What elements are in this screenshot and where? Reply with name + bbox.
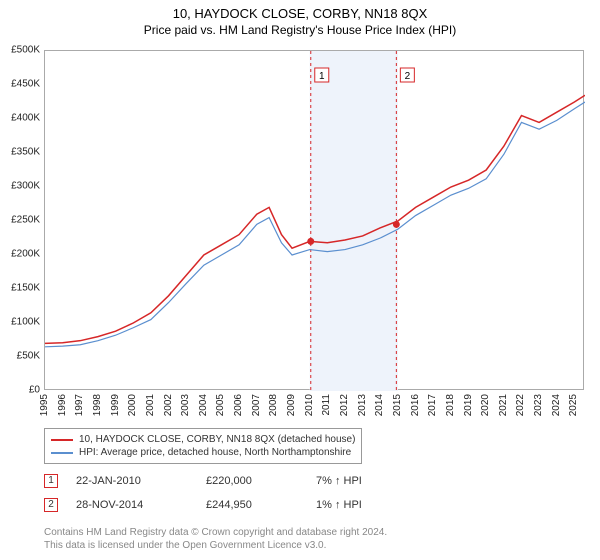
x-tick-label: 2023 xyxy=(533,394,544,416)
x-tick-label: 1998 xyxy=(92,394,103,416)
svg-text:1: 1 xyxy=(319,71,325,82)
x-tick-label: 2009 xyxy=(286,394,297,416)
x-tick-label: 2006 xyxy=(233,394,244,416)
y-tick-label: £400K xyxy=(11,113,40,124)
x-tick-label: 2019 xyxy=(463,394,474,416)
x-tick-label: 1999 xyxy=(110,394,121,416)
legend-item-1: 10, HAYDOCK CLOSE, CORBY, NN18 8QX (deta… xyxy=(51,433,355,446)
x-tick-label: 1996 xyxy=(57,394,68,416)
x-tick-label: 2000 xyxy=(127,394,138,416)
chart-plot-area: 12 xyxy=(44,50,584,390)
sale-row-1: 1 22-JAN-2010 £220,000 7% ↑ HPI xyxy=(44,474,362,488)
legend-swatch-2 xyxy=(51,452,73,454)
footer-line-2: This data is licensed under the Open Gov… xyxy=(44,539,387,552)
legend-swatch-1 xyxy=(51,439,73,441)
y-tick-label: £300K xyxy=(11,181,40,192)
y-tick-label: £150K xyxy=(11,283,40,294)
footer-attribution: Contains HM Land Registry data © Crown c… xyxy=(44,526,387,552)
x-tick-label: 2016 xyxy=(410,394,421,416)
y-tick-label: £450K xyxy=(11,79,40,90)
x-tick-label: 2025 xyxy=(568,394,579,416)
legend-label-2: HPI: Average price, detached house, Nort… xyxy=(79,447,351,458)
y-tick-label: £250K xyxy=(11,215,40,226)
sale-delta: 1% ↑ HPI xyxy=(316,499,362,511)
x-tick-label: 2001 xyxy=(145,394,156,416)
x-tick-label: 2014 xyxy=(374,394,385,416)
page-title: 10, HAYDOCK CLOSE, CORBY, NN18 8QX xyxy=(0,0,600,21)
x-tick-label: 2010 xyxy=(304,394,315,416)
line-chart-svg: 12 xyxy=(45,51,585,391)
x-tick-label: 2024 xyxy=(551,394,562,416)
y-tick-label: £200K xyxy=(11,249,40,260)
legend-label-1: 10, HAYDOCK CLOSE, CORBY, NN18 8QX (deta… xyxy=(79,434,355,445)
sale-price: £244,950 xyxy=(206,499,316,511)
x-tick-label: 2020 xyxy=(480,394,491,416)
x-tick-label: 2005 xyxy=(215,394,226,416)
y-tick-label: £50K xyxy=(17,351,40,362)
sale-marker-icon: 2 xyxy=(44,498,58,512)
x-tick-label: 2008 xyxy=(268,394,279,416)
x-tick-label: 2011 xyxy=(321,394,332,416)
x-tick-label: 2017 xyxy=(427,394,438,416)
x-tick-label: 2022 xyxy=(515,394,526,416)
page-container: 10, HAYDOCK CLOSE, CORBY, NN18 8QX Price… xyxy=(0,0,600,560)
x-tick-label: 1995 xyxy=(39,394,50,416)
x-tick-label: 2018 xyxy=(445,394,456,416)
sale-marker-icon: 1 xyxy=(44,474,58,488)
x-tick-label: 2002 xyxy=(163,394,174,416)
svg-text:2: 2 xyxy=(405,71,411,82)
x-tick-label: 2003 xyxy=(180,394,191,416)
y-tick-label: £350K xyxy=(11,147,40,158)
sale-price: £220,000 xyxy=(206,475,316,487)
x-tick-label: 2007 xyxy=(251,394,262,416)
x-tick-label: 2004 xyxy=(198,394,209,416)
sale-delta: 7% ↑ HPI xyxy=(316,475,362,487)
x-tick-label: 1997 xyxy=(74,394,85,416)
sale-date: 28-NOV-2014 xyxy=(76,499,206,511)
y-tick-label: £100K xyxy=(11,317,40,328)
legend-box: 10, HAYDOCK CLOSE, CORBY, NN18 8QX (deta… xyxy=(44,428,362,464)
x-tick-label: 2021 xyxy=(498,394,509,416)
x-tick-label: 2013 xyxy=(357,394,368,416)
legend-item-2: HPI: Average price, detached house, Nort… xyxy=(51,446,355,459)
page-subtitle: Price paid vs. HM Land Registry's House … xyxy=(0,21,600,41)
x-tick-label: 2012 xyxy=(339,394,350,416)
footer-line-1: Contains HM Land Registry data © Crown c… xyxy=(44,526,387,539)
sale-date: 22-JAN-2010 xyxy=(76,475,206,487)
sale-row-2: 2 28-NOV-2014 £244,950 1% ↑ HPI xyxy=(44,498,362,512)
x-tick-label: 2015 xyxy=(392,394,403,416)
y-tick-label: £500K xyxy=(11,45,40,56)
